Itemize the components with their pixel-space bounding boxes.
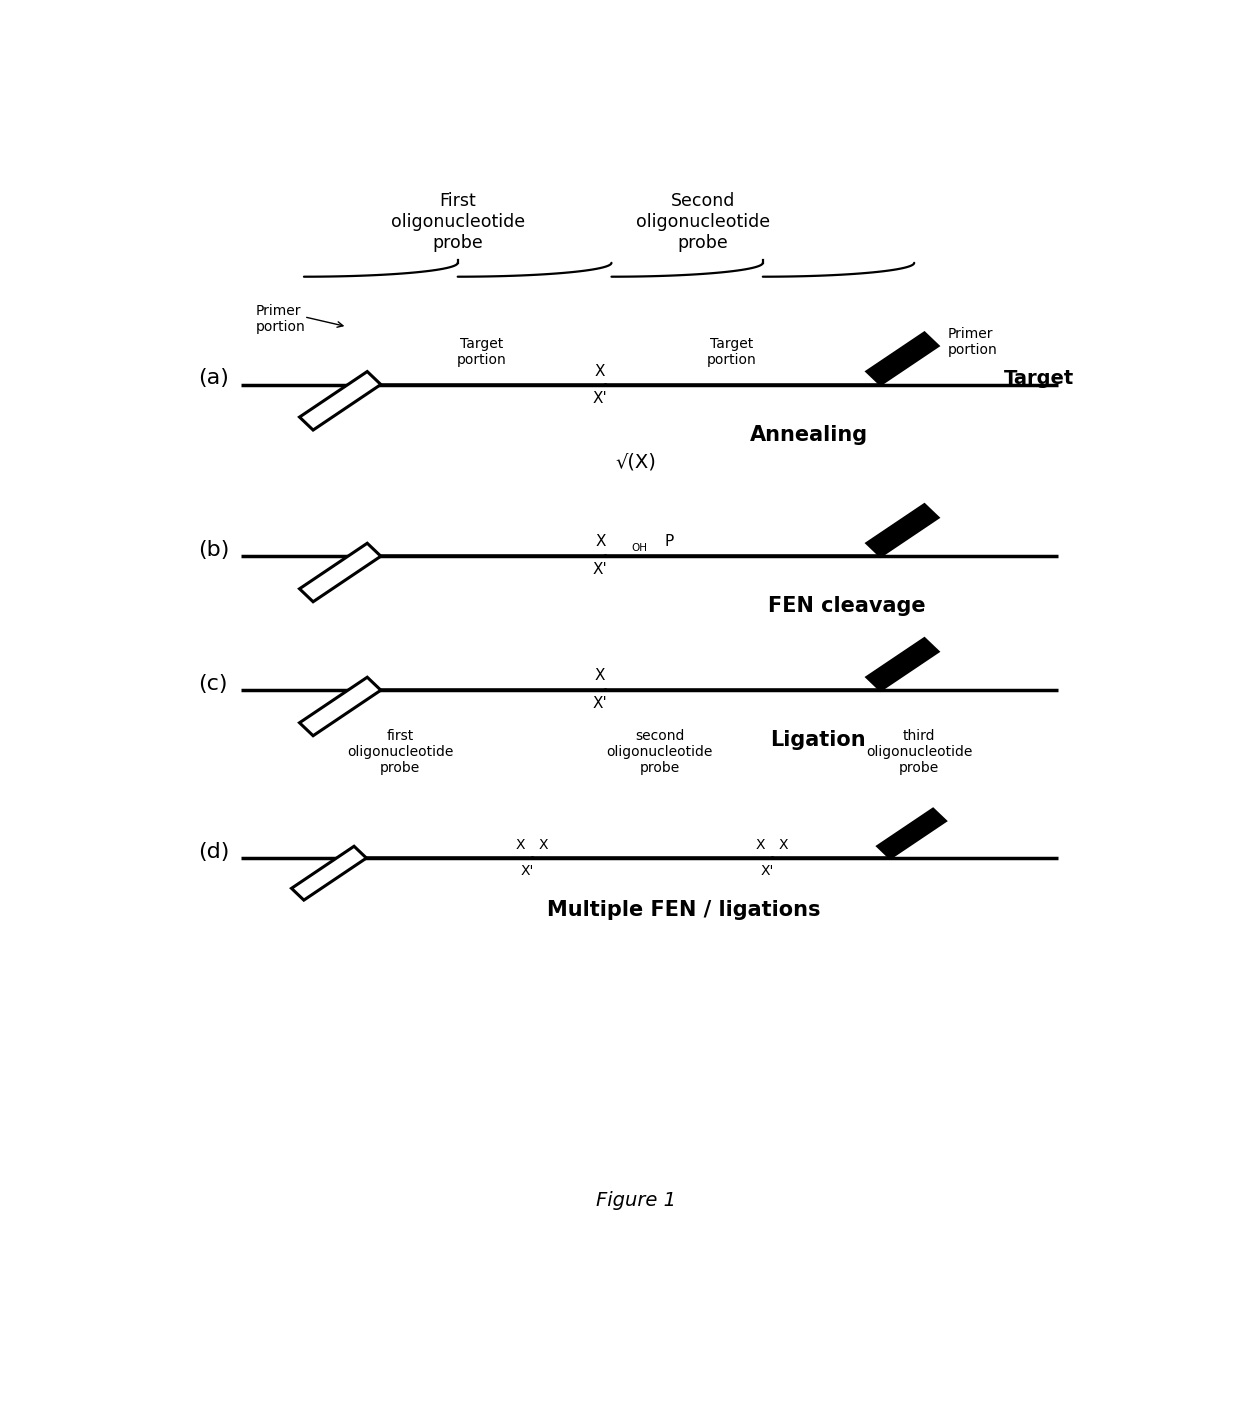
Text: First
oligonucleotide
probe: First oligonucleotide probe	[391, 192, 525, 252]
Text: (b): (b)	[198, 540, 229, 560]
Text: X: X	[755, 839, 765, 851]
Text: Multiple FEN / ligations: Multiple FEN / ligations	[547, 901, 821, 921]
Text: (d): (d)	[198, 841, 229, 863]
Text: Target: Target	[1004, 369, 1074, 387]
Text: Second
oligonucleotide
probe: Second oligonucleotide probe	[636, 192, 770, 252]
Text: X: X	[779, 839, 789, 851]
Text: first
oligonucleotide
probe: first oligonucleotide probe	[347, 728, 454, 775]
Text: X': X'	[593, 696, 608, 711]
Text: X': X'	[593, 390, 608, 406]
Polygon shape	[300, 543, 381, 602]
Polygon shape	[878, 809, 945, 858]
Text: Figure 1: Figure 1	[595, 1191, 676, 1210]
Text: (a): (a)	[198, 369, 229, 389]
Polygon shape	[300, 372, 381, 430]
Text: Annealing: Annealing	[749, 424, 868, 444]
Polygon shape	[300, 677, 381, 735]
Text: Ligation: Ligation	[770, 730, 866, 751]
Text: X': X'	[521, 864, 533, 878]
Text: X: X	[595, 667, 605, 683]
Text: Target
portion: Target portion	[707, 337, 756, 368]
Polygon shape	[867, 639, 937, 690]
Polygon shape	[867, 332, 937, 385]
Text: third
oligonucleotide
probe: third oligonucleotide probe	[866, 728, 972, 775]
Text: OH: OH	[631, 543, 647, 553]
Text: X': X'	[593, 563, 608, 577]
Text: P: P	[665, 533, 673, 549]
Text: Primer
portion: Primer portion	[947, 327, 997, 358]
Text: X: X	[595, 365, 605, 379]
Polygon shape	[291, 846, 367, 901]
Text: √(X): √(X)	[615, 452, 656, 471]
Text: X: X	[516, 839, 525, 851]
Text: second
oligonucleotide
probe: second oligonucleotide probe	[606, 728, 713, 775]
Text: X: X	[595, 533, 605, 549]
Text: (c): (c)	[198, 674, 228, 694]
Text: X': X'	[760, 864, 774, 878]
Polygon shape	[867, 505, 937, 556]
Text: Target
portion: Target portion	[456, 337, 507, 368]
Text: FEN cleavage: FEN cleavage	[768, 597, 926, 617]
Text: X: X	[538, 839, 548, 851]
Text: Primer
portion: Primer portion	[255, 304, 305, 334]
